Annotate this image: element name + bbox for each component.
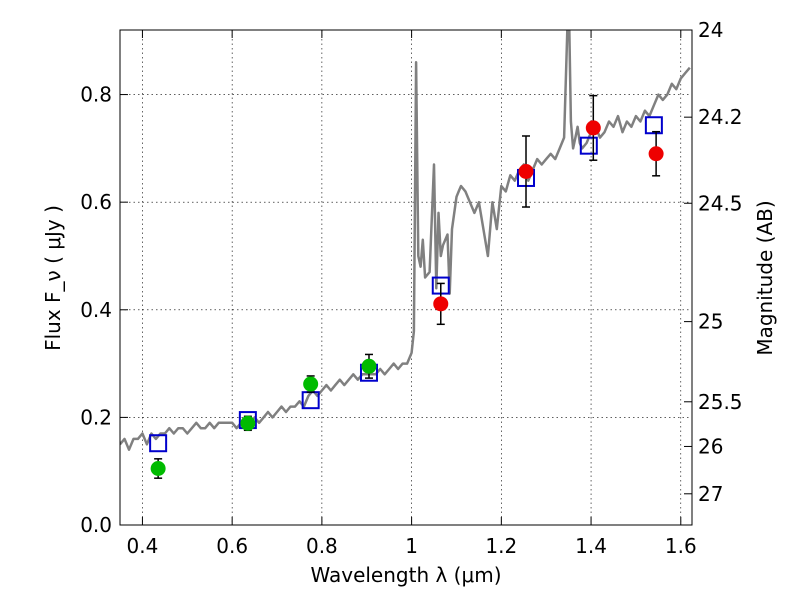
y-right-axis-label-group: Magnitude (AB): [753, 200, 777, 355]
x-tick-label: 0.8: [306, 534, 338, 558]
nir-observed-marker: [585, 120, 601, 136]
x-axis-label: Wavelength λ (μm): [310, 563, 501, 587]
mag-tick-label: 25: [698, 310, 723, 334]
mag-tick-label: 24: [698, 18, 723, 42]
grid: [120, 30, 692, 526]
model-photometry-marker: [149, 434, 168, 453]
model-photometry-marker: [644, 116, 663, 135]
model-photometry-marker: [579, 136, 598, 155]
nir-observed-marker: [433, 296, 449, 312]
y-axis-label: Flux F_ν ( μJy ): [41, 205, 65, 351]
y-axis-label-group: Flux F_ν ( μJy ): [41, 205, 65, 351]
x-tick-label: 0.6: [216, 534, 248, 558]
mag-tick-label: 26: [698, 434, 723, 458]
x-tick-label: 0.4: [127, 534, 159, 558]
y-tick-label: 0.0: [80, 513, 112, 537]
y-tick-label: 0.2: [80, 405, 112, 429]
optical-observed-marker: [240, 415, 256, 431]
mag-tick-label: 25.5: [698, 390, 743, 414]
model-spectrum: [120, 30, 691, 451]
optical-observed-marker: [361, 358, 377, 374]
x-tick-label: 1.6: [665, 534, 697, 558]
x-tick-label: 1.4: [575, 534, 607, 558]
nir-observed-marker: [648, 146, 664, 162]
plot-frame: [119, 29, 693, 526]
y-tick-label: 0.6: [80, 190, 112, 214]
data-markers: [149, 94, 664, 479]
nir-observed-marker: [518, 164, 534, 180]
y-tick-label: 0.8: [80, 83, 112, 107]
mag-tick-label: 24.5: [698, 191, 743, 215]
optical-observed-marker: [303, 376, 319, 392]
mag-tick-label: 27: [698, 482, 723, 506]
x-tick-label: 1.2: [485, 534, 517, 558]
x-tick-label: 1: [405, 534, 418, 558]
model-spectrum-line: [120, 30, 691, 451]
optical-observed-marker: [150, 461, 166, 477]
mag-tick-label: 24.2: [698, 105, 743, 129]
axis-ticks: 0.4 0.6 0.8 1 1.2 1.4 1.6 0.0 0.2 0.4 0.6 0.8 24 24.2…: [80, 18, 742, 558]
y-right-axis-label: Magnitude (AB): [753, 200, 777, 355]
y-tick-label: 0.4: [80, 298, 112, 322]
